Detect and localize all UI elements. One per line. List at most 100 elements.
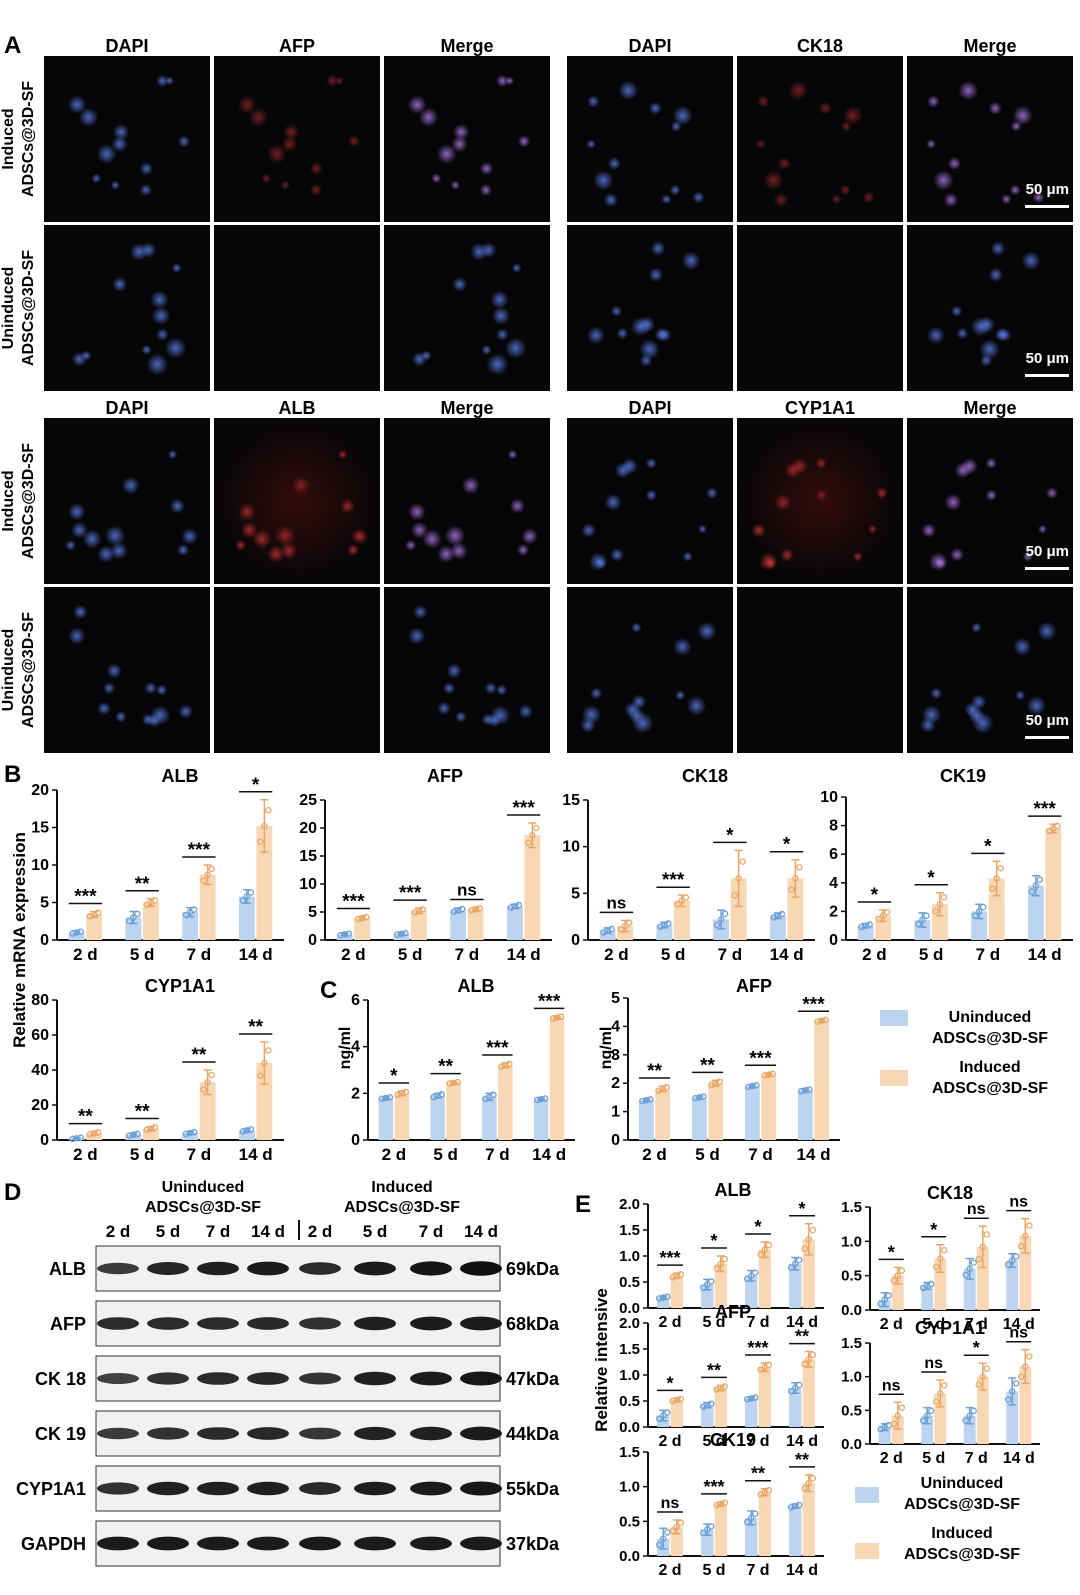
replicate-point: [713, 1265, 721, 1272]
molecular-weight: 44kDa: [506, 1424, 560, 1444]
x-tick-label: 7 d: [187, 1145, 212, 1164]
bar: [745, 1275, 758, 1308]
channel-header: ALB: [279, 398, 316, 418]
replicate-point: [765, 1486, 773, 1494]
replicate-point: [1018, 1373, 1025, 1380]
chart-b-ck19: CK19 0 2 4 6 8 10 2 d * 5 d * 7 d * 14 d ***: [820, 766, 1073, 964]
channel-header: DAPI: [628, 36, 671, 56]
replicate-point: [787, 1387, 795, 1395]
bar: [934, 1258, 947, 1310]
cell-signal: [418, 107, 439, 127]
y-tick-label: 10: [31, 857, 49, 874]
replicate-point: [898, 1404, 906, 1411]
replicate-point: [877, 1300, 884, 1308]
replicate-point: [498, 1063, 505, 1070]
cell-signal: [1012, 105, 1033, 126]
panel-d-lane-labels: 2 d 5 d 7 d 14 d 2 d 5 d 7 d 14 d: [106, 1222, 498, 1241]
significance-label: **: [191, 1045, 206, 1066]
channel-header: AFP: [279, 36, 315, 56]
replicate-point: [936, 901, 944, 908]
bar: [354, 918, 371, 940]
replicate-point: [94, 909, 102, 916]
panel-d-group2-line1: Induced: [371, 1179, 432, 1196]
cell-signal: [777, 156, 791, 171]
bar: [802, 1483, 815, 1556]
x-tick-label: 14 d: [532, 1145, 566, 1164]
cell-signal: [115, 711, 127, 723]
micrograph: [44, 56, 210, 222]
replicate-point: [549, 1014, 557, 1022]
cell-signal: [151, 306, 171, 325]
replicate-point: [731, 891, 738, 899]
protein-band: [410, 1261, 452, 1276]
cell-signal: [930, 687, 943, 700]
x-tick-label: 2 d: [382, 1145, 407, 1164]
replicate-point: [511, 903, 519, 910]
significance-label: *: [390, 1066, 398, 1087]
cell-signal: [347, 135, 361, 148]
replicate-point: [525, 839, 532, 846]
cell-signal: [517, 543, 530, 557]
significance-label: ns: [1009, 1194, 1028, 1211]
micrograph: [737, 56, 903, 222]
cell-signal: [988, 267, 1004, 283]
replicate-point: [751, 1269, 759, 1276]
replicate-point: [881, 1296, 888, 1303]
bar: [238, 1130, 255, 1140]
replicate-point: [937, 1390, 944, 1397]
replicate-point: [966, 1412, 973, 1419]
protein-band: [299, 1317, 341, 1330]
cell-signal: [451, 135, 468, 153]
blot-row: CYP1A1 55kDa: [16, 1465, 560, 1512]
chart-title: AFP: [427, 766, 463, 786]
y-tick-label: 15: [299, 848, 317, 865]
bar: [182, 912, 199, 940]
legend-e-uninduced-line1: Uninduced: [921, 1475, 1004, 1492]
replicate-point: [713, 921, 721, 929]
x-tick-label: 2 d: [73, 945, 98, 964]
channel-header: Merge: [440, 398, 493, 418]
cell-signal: [587, 326, 605, 345]
x-tick-label: 5 d: [702, 1433, 725, 1450]
y-tick-label: 1.0: [841, 1233, 862, 1250]
significance-label: ***: [802, 994, 825, 1015]
bar: [657, 1297, 670, 1308]
cell-signal: [697, 621, 717, 641]
protein-band: [299, 1536, 341, 1551]
cell-signal: [971, 622, 982, 633]
replicate-point: [932, 907, 940, 915]
bar: [256, 1063, 273, 1140]
lane-label: 2 d: [106, 1222, 131, 1241]
replicate-point: [792, 875, 799, 882]
legend-bc-induced-line1: Induced: [959, 1059, 1020, 1076]
chart-title: CYP1A1: [145, 976, 215, 996]
replicate-point: [454, 907, 462, 914]
replicate-point: [533, 824, 540, 832]
chart-b-cyp: CYP1A1 0 20 40 60 80 2 d ** 5 d ** 7 d ** 14 d **: [31, 976, 284, 1164]
cell-signal: [335, 76, 344, 86]
protein-band: [147, 1317, 189, 1330]
replicate-point: [962, 1271, 969, 1279]
replicate-point: [919, 916, 926, 924]
replicate-point: [747, 1395, 755, 1402]
y-tick-label: 6: [351, 992, 360, 1009]
micrograph: [737, 587, 903, 753]
row-label-line2: ADSCs@3D-SF: [20, 443, 37, 559]
replicate-point: [818, 1017, 825, 1024]
replicate-point: [663, 1083, 670, 1091]
protein-name: CYP1A1: [16, 1479, 86, 1499]
cell-signal: [171, 263, 182, 273]
cell-signal: [997, 328, 1012, 342]
significance-label: ***: [74, 887, 97, 908]
x-tick-label: 7 d: [187, 945, 212, 964]
protein-band: [247, 1427, 289, 1440]
cell-signal: [177, 543, 190, 557]
cell-signal: [1013, 637, 1032, 656]
chart-title: AFP: [715, 1302, 751, 1322]
panel-b-letter: B: [4, 761, 21, 788]
replicate-point: [1004, 1396, 1012, 1403]
panel-e: E Relative intensive: [575, 1191, 611, 1432]
protein-band: [97, 1482, 139, 1495]
